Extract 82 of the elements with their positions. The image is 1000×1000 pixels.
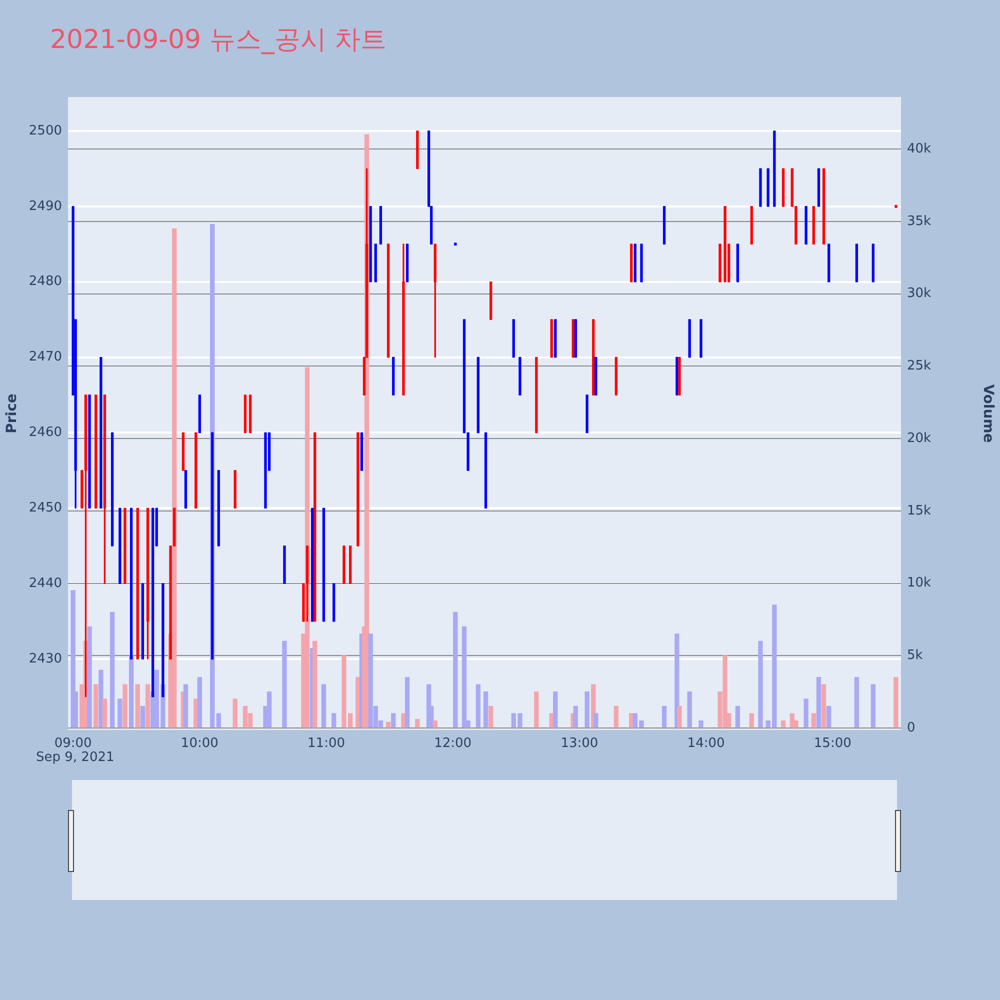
bar [282, 640, 287, 728]
bar [415, 718, 420, 728]
bar [172, 228, 177, 728]
bar [811, 713, 816, 728]
bar [687, 691, 692, 728]
bar [826, 706, 832, 728]
bar [870, 684, 876, 728]
bar [102, 698, 108, 728]
bar [816, 676, 822, 728]
bar [118, 698, 122, 728]
y2-tick-label: 0 [907, 720, 916, 736]
x-tick-label: 11:00 [308, 736, 345, 752]
bar [404, 676, 410, 728]
x-tick-label: 10:00 [180, 736, 218, 752]
bar [462, 626, 467, 728]
y2-tick-label: 35k [907, 214, 932, 229]
bar [735, 706, 740, 728]
bar [758, 640, 763, 728]
text: Sep 9, 2021 [36, 750, 114, 765]
bar [110, 612, 115, 728]
y-tick-label: 2430 [28, 651, 62, 666]
bar [140, 706, 146, 728]
x-tick-label: 14:00 [687, 736, 725, 752]
bar [749, 713, 754, 728]
bar [386, 722, 391, 728]
bar [821, 684, 826, 728]
bar [332, 713, 336, 728]
bar [145, 684, 150, 728]
bar [594, 713, 598, 728]
bar [553, 691, 558, 728]
x-tick-label: 09:00 [54, 736, 92, 752]
bar [197, 676, 202, 728]
bar [321, 684, 326, 728]
y2-axis-title: Volume [980, 384, 996, 443]
bar [183, 684, 188, 728]
bar [614, 706, 618, 728]
y-tick-label: 2480 [28, 274, 62, 290]
y2-tick-label: 10k [907, 576, 932, 591]
bar [483, 691, 488, 728]
bar [677, 706, 682, 728]
bar [476, 684, 480, 728]
x-tick-label: 12:00 [434, 736, 472, 752]
chart-title: 2021-09-09 뉴스_공시 차트 [50, 24, 387, 57]
bar [312, 640, 318, 728]
bar [534, 691, 539, 728]
bar [453, 612, 458, 728]
x-tick-label: 15:00 [814, 736, 852, 752]
bar [391, 713, 396, 728]
y2-tick-label: 40k [907, 141, 932, 156]
y-tick-label: 2500 [28, 123, 62, 138]
y2-tick-label: 20k [907, 430, 932, 446]
bar [584, 691, 590, 728]
bar [232, 698, 238, 728]
y2-tick-label: 5k [907, 648, 924, 663]
bar [698, 720, 704, 728]
bar [94, 684, 98, 728]
bar [854, 676, 860, 728]
bar [780, 720, 786, 728]
x-tick-label: 13:00 [560, 736, 598, 752]
y-tick-label: 2490 [28, 198, 62, 214]
y-tick-label: 2460 [28, 425, 62, 440]
y-tick-label: 2450 [28, 500, 62, 516]
y2-tick-label: 15k [907, 503, 932, 518]
bar [304, 367, 310, 728]
y2-tick-label: 25k [907, 358, 932, 374]
y-axis-title: Price [4, 394, 20, 434]
bar [432, 720, 438, 728]
y-tick-label: 2440 [28, 576, 62, 592]
bar [87, 626, 92, 728]
bar [488, 706, 494, 728]
bar [128, 655, 134, 728]
bar [266, 691, 272, 728]
y2-tick-label: 30k [907, 286, 932, 302]
bar [804, 698, 808, 728]
bar [662, 706, 667, 728]
y-tick-label: 2470 [28, 350, 62, 365]
bar [98, 670, 104, 728]
bar [573, 706, 578, 728]
bar [122, 684, 128, 728]
bar [894, 676, 898, 728]
bar [216, 713, 221, 728]
bar [135, 684, 140, 728]
